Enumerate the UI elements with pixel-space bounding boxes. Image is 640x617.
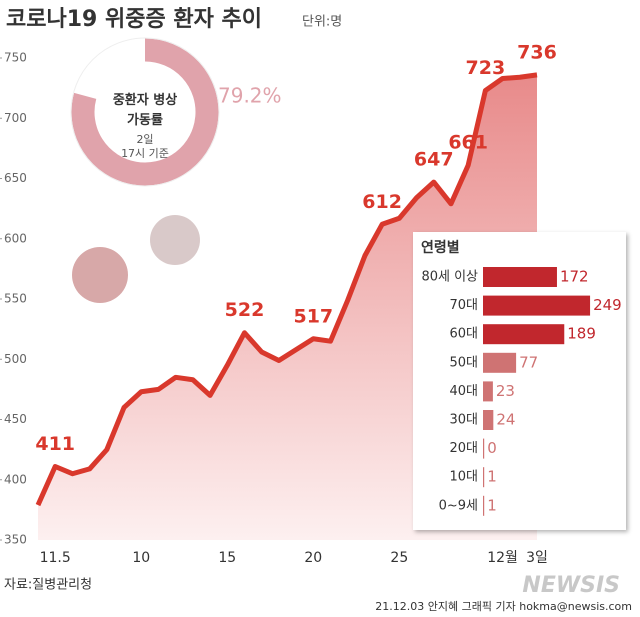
bar (483, 410, 494, 430)
category-label: 0~9세 (439, 498, 478, 513)
bar (483, 295, 591, 316)
value-label: 612 (362, 191, 402, 213)
donut-title: 중환자 병상 가동률 (113, 92, 177, 128)
category-label: 20대 (449, 441, 478, 456)
value-label: 77 (519, 353, 538, 371)
logo: NEWSIS (522, 573, 620, 598)
donut-arc (71, 38, 219, 186)
x-tick-label: 3일 (526, 550, 548, 566)
value-label: 0 (487, 439, 497, 457)
value-label: 723 (466, 57, 506, 79)
x-tick-label: 11.5 (40, 550, 71, 566)
category-label: 40대 (449, 384, 478, 399)
bar (483, 495, 485, 516)
source: 자료:질병관리청 (4, 578, 92, 593)
donut-subtitle: 2일 17시 기준 (121, 132, 169, 160)
value-label: 411 (35, 433, 75, 455)
value-label: 522 (225, 299, 265, 321)
value-label: 79.2% (218, 84, 282, 108)
y-tick-label: 650 (4, 171, 27, 185)
category-label: 50대 (449, 355, 478, 370)
y-tick-label: 750 (4, 51, 27, 65)
donut-outline (70, 37, 220, 187)
x-tick-label: 15 (218, 550, 236, 566)
y-tick-label: 550 (4, 292, 27, 306)
value-label: 1 (487, 468, 497, 486)
y-tick-label: 350 (4, 533, 27, 547)
value-label: 661 (448, 132, 488, 154)
bar (483, 467, 485, 488)
virus-decor (150, 215, 200, 265)
virus-decor (72, 247, 128, 303)
y-tick-label: 600 (4, 231, 27, 245)
bar (483, 267, 557, 287)
bar-title: 연령별 (421, 239, 460, 256)
bar (483, 324, 565, 345)
credit: 21.12.03 안지혜 그래픽 기자 hokma@newsis.com (375, 600, 632, 613)
bar (483, 381, 493, 402)
bar (483, 352, 517, 373)
category-label: 80세 이상 (421, 270, 478, 285)
line (35, 72, 538, 507)
category-label: 30대 (449, 413, 478, 428)
area (38, 74, 537, 541)
x-tick-label: 12월 (487, 550, 518, 566)
category-label: 60대 (449, 327, 478, 342)
x-tick-label: 20 (304, 550, 322, 566)
value-label: 23 (496, 382, 515, 400)
value-label: 189 (567, 325, 596, 343)
value-label: 517 (293, 305, 333, 327)
x-tick-label: 25 (390, 550, 408, 566)
value-label: 249 (593, 296, 622, 314)
value-label: 172 (560, 268, 589, 286)
x-tick-label: 10 (132, 550, 150, 566)
value-label: 647 (414, 149, 454, 171)
unit: 단위:명 (302, 15, 342, 30)
value-label: 1 (487, 496, 497, 514)
y-tick-label: 700 (4, 111, 27, 125)
category-label: 10대 (449, 470, 478, 485)
bar (483, 438, 485, 459)
title: 코로나19 위중증 환자 추이 (6, 7, 262, 32)
y-tick-label: 500 (4, 352, 27, 366)
value-label: 736 (517, 41, 557, 63)
category-label: 70대 (449, 298, 478, 313)
value-label: 24 (496, 411, 515, 429)
y-tick-label: 450 (4, 412, 27, 426)
y-tick-label: 400 (4, 472, 27, 486)
